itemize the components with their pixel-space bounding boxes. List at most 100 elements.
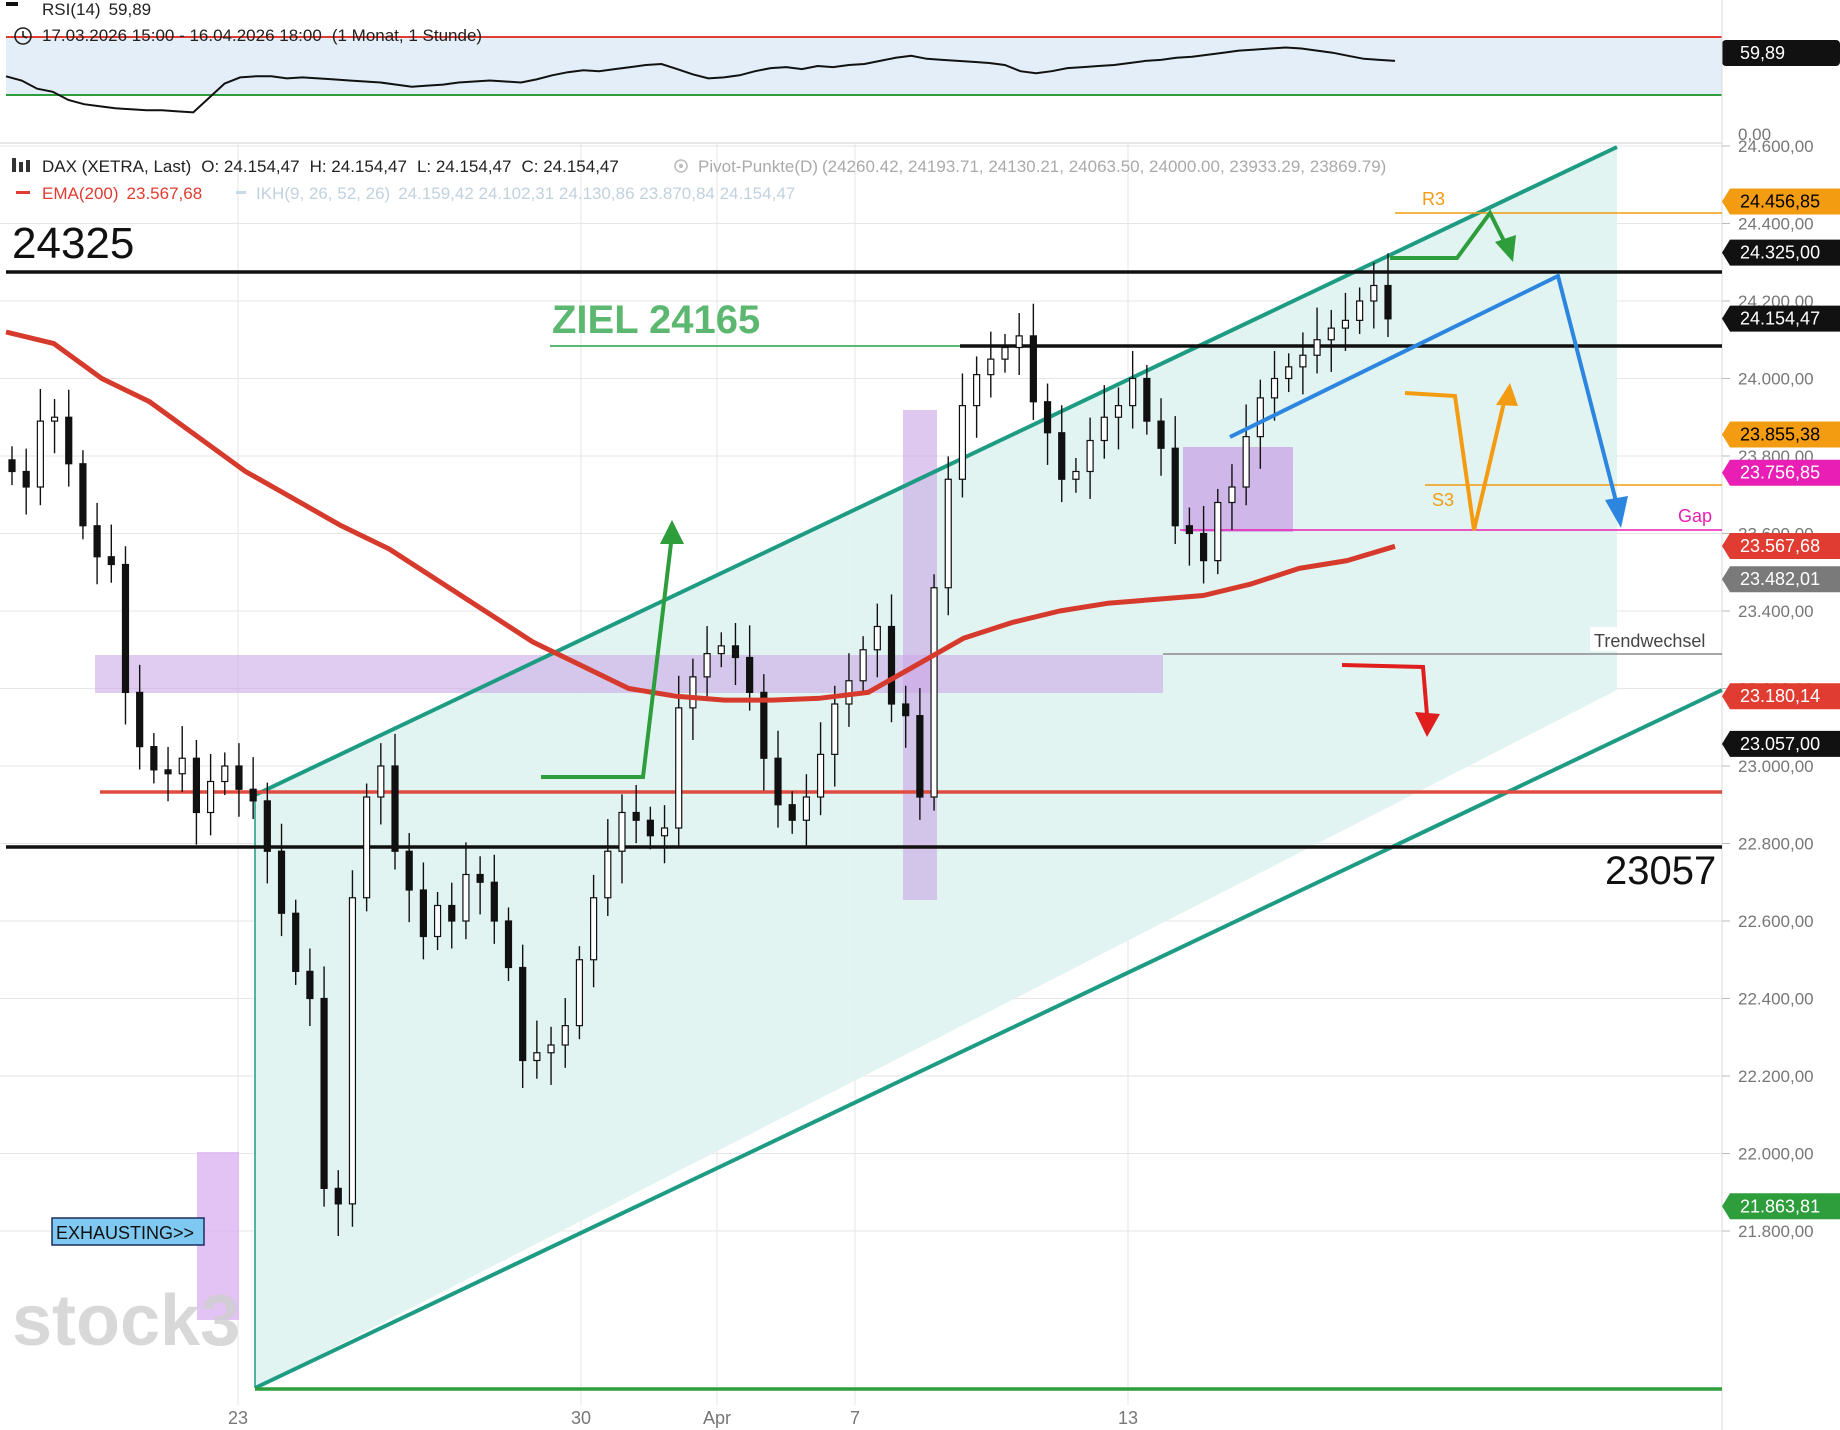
- candle-legend-icon: [12, 158, 16, 172]
- candle: [1256, 397, 1264, 438]
- candle: [831, 703, 839, 755]
- candle: [50, 416, 59, 422]
- svg-text:EMA(200)23.567,68: EMA(200) 23.567,68: [42, 184, 202, 203]
- candle: [632, 811, 640, 821]
- candle: [306, 970, 314, 1000]
- price-tags: 24.456,85 24.325,00 24.154,47 23.855,38 23.7…: [1722, 188, 1840, 1220]
- price-tag-label: 23.756,85: [1740, 463, 1820, 483]
- candle: [1327, 327, 1335, 341]
- clock-icon: [14, 27, 32, 45]
- annotation-ziel: ZIEL 24165: [552, 298, 760, 342]
- candle: [1370, 284, 1378, 302]
- candle: [746, 656, 754, 693]
- rsi-axis-zero: 0,00: [1738, 125, 1771, 144]
- candle: [689, 676, 697, 709]
- ema-value: 23.567,68: [127, 184, 203, 203]
- annotation-gap: Gap: [1678, 506, 1712, 526]
- candle: [348, 897, 357, 1205]
- candle: [646, 819, 654, 837]
- rsi-value-tag: [1722, 40, 1840, 66]
- candle: [590, 897, 598, 961]
- x-tick-label: 7: [850, 1408, 860, 1428]
- price-tag: [1722, 533, 1840, 560]
- candle: [1228, 486, 1236, 504]
- price-tag: [1722, 421, 1840, 448]
- candle: [859, 649, 867, 682]
- price-legend: DAX (XETRA, Last) O: 24.154,47 H: 24.154,4…: [12, 157, 1386, 203]
- channel-upper-line: [254, 145, 1618, 797]
- candle: [1242, 436, 1250, 488]
- ema-legend-swatch: [16, 191, 30, 194]
- instrument-line: DAX (XETRA, Last): [42, 157, 191, 176]
- candle: [263, 800, 271, 852]
- price-tag-label: 23.567,68: [1740, 536, 1820, 556]
- candle: [164, 769, 172, 775]
- candle: [419, 889, 427, 938]
- ema200-line: [5, 329, 1396, 703]
- price-tag: [1722, 459, 1840, 486]
- candle: [788, 804, 796, 821]
- candle: [433, 904, 442, 938]
- candle: [377, 765, 385, 798]
- price-tag: [1722, 1193, 1840, 1220]
- rsi-range: 17.03.2026 15:00 - 16.04.2026 18:00: [42, 26, 322, 45]
- price-tag-label: 23.855,38: [1740, 425, 1820, 445]
- rsi-value-tag-label: 59,89: [1740, 43, 1785, 63]
- green-up-arrow: [541, 534, 674, 779]
- candle: [958, 405, 967, 480]
- candle: [660, 827, 669, 837]
- candle: [873, 625, 881, 651]
- pivot-values: (24260.42, 24193.71, 24130.21, 24063.50,…: [822, 157, 1386, 176]
- price-tag-label: 23.482,01: [1740, 569, 1820, 589]
- x-tick-label: 13: [1118, 1408, 1138, 1428]
- candle: [79, 463, 87, 527]
- y-tick-label: 22.600,00: [1738, 912, 1814, 931]
- y-tick-label: 24.400,00: [1738, 215, 1814, 234]
- candle: [717, 645, 725, 655]
- candle: [476, 873, 484, 883]
- candle: [575, 959, 584, 1027]
- blue-path: [1229, 273, 1620, 510]
- price-tag-label: 24.325,00: [1740, 243, 1820, 263]
- green-up-arrowhead-icon: [660, 520, 684, 544]
- rsi-legend-swatch: [6, 2, 18, 6]
- y-tick-label: 22.200,00: [1738, 1067, 1814, 1086]
- candle: [249, 788, 257, 802]
- annotation-23057: 23057: [1605, 849, 1716, 893]
- x-tick-label: Apr: [703, 1408, 731, 1428]
- candle: [192, 757, 201, 814]
- candle: [902, 703, 910, 717]
- candle: [405, 850, 413, 891]
- candle: [1029, 335, 1037, 403]
- candle: [235, 765, 243, 790]
- candle: [760, 691, 768, 759]
- candle: [107, 556, 115, 566]
- candle: [604, 850, 612, 899]
- candle: [1086, 439, 1094, 473]
- candle: [987, 358, 995, 376]
- ikh-values: 24.159,42 24.102,31 24.130,86 23.870,84 …: [398, 184, 795, 203]
- rsi-panel: RSI(14) 59,89 17.03.2026 15:00 - 16.04.20…: [5, 0, 1840, 144]
- red-down-arrowhead-icon: [1415, 712, 1440, 737]
- y-tick-label: 23.000,00: [1738, 757, 1814, 776]
- y-tick-label: 21.800,00: [1738, 1222, 1814, 1241]
- price-tag: [1722, 188, 1840, 215]
- candle: [1043, 401, 1052, 434]
- price-tag: [1722, 683, 1840, 710]
- rsi-label: RSI(14): [42, 0, 101, 19]
- rsi-series-line: [5, 46, 1396, 114]
- candle: [1015, 335, 1023, 349]
- candle: [1001, 346, 1009, 360]
- candle: [206, 780, 215, 814]
- price-tag: [1722, 239, 1840, 266]
- annotation-r3: R3: [1422, 189, 1445, 209]
- candle: [448, 904, 456, 922]
- svg-text:IKH(9, 26, 52, 26)24.159,42: IKH(9, 26, 52, 26) 24.159,42 24.102,31 24…: [256, 184, 795, 203]
- candle: [1072, 470, 1080, 480]
- annotation-24325: 24325: [12, 219, 134, 268]
- candle: [774, 757, 782, 806]
- ohlc-open: O: 24.154,47: [201, 157, 299, 176]
- rsi-band: [6, 37, 1722, 95]
- price-tag: [1722, 730, 1840, 757]
- price-tag-label: 24.456,85: [1740, 191, 1820, 211]
